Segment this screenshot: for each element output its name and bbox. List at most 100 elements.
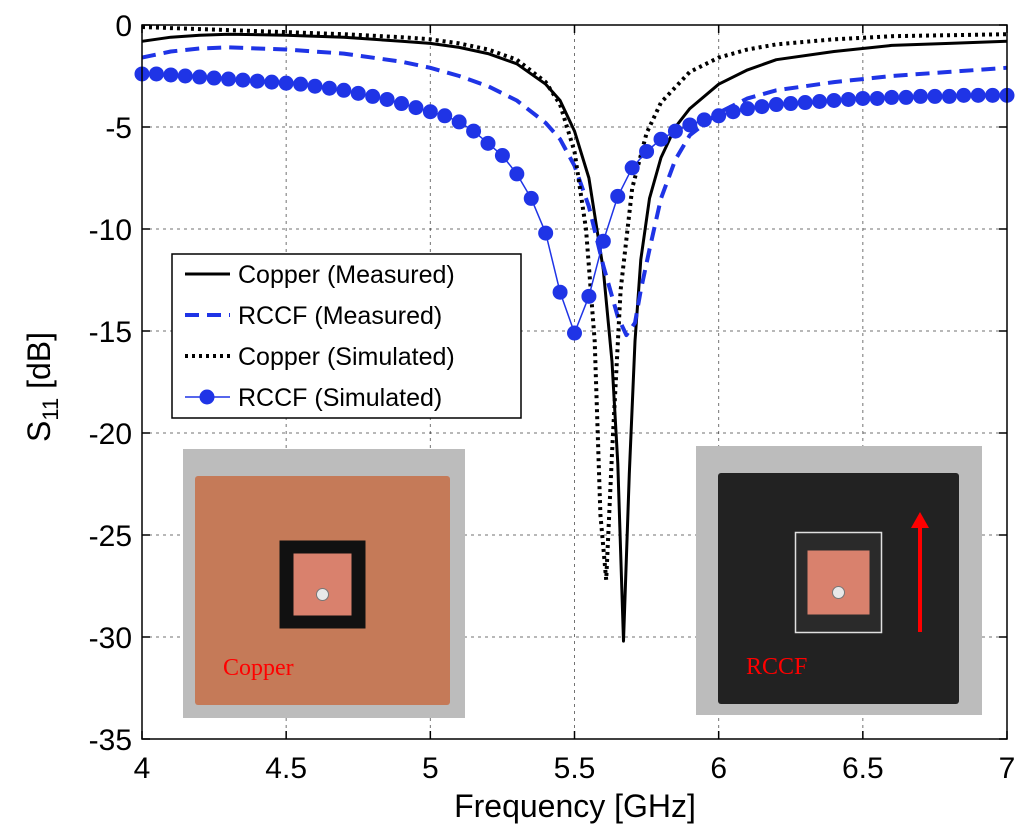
feed-point xyxy=(832,586,845,599)
y-axis-label-unit: [dB] xyxy=(21,332,57,398)
legend-entry-label: Copper (Measured) xyxy=(238,261,455,289)
arrow-head xyxy=(911,512,929,528)
data-point xyxy=(293,76,309,92)
y-tick-label: -20 xyxy=(89,418,132,451)
y-tick-label: 0 xyxy=(115,10,132,43)
y-axis-label: S11 [dB] xyxy=(21,332,63,442)
data-point xyxy=(480,135,496,151)
x-tick-label: 6 xyxy=(710,752,727,785)
data-point xyxy=(884,89,900,105)
data-point xyxy=(826,92,842,108)
x-tick-label: 4 xyxy=(134,752,151,785)
data-point xyxy=(321,80,337,96)
data-point xyxy=(970,87,986,103)
series-line xyxy=(141,25,1008,582)
data-point xyxy=(509,166,525,182)
data-point xyxy=(913,88,928,104)
data-point xyxy=(768,97,784,113)
series-line xyxy=(141,32,1008,643)
legend: Copper (Measured) RCCF (Measured) Copper (… xyxy=(171,253,522,419)
data-point xyxy=(567,325,582,341)
y-tick-label: -30 xyxy=(89,622,132,655)
data-point xyxy=(163,67,179,83)
legend-marker xyxy=(199,389,215,405)
data-point xyxy=(365,88,381,104)
data-point xyxy=(898,89,914,105)
data-point xyxy=(177,68,193,84)
data-point xyxy=(466,123,482,139)
data-point xyxy=(696,112,712,128)
axis-ticks: 4 4.5 5 5.5 6 6.5 7 0 -5 -10 -15 -20 -25 -30 -35 xyxy=(89,10,1016,785)
data-point xyxy=(278,75,294,91)
y-tick-label: -15 xyxy=(89,316,132,349)
data-point xyxy=(941,88,957,104)
legend-entry-label: Copper (Simulated) xyxy=(238,343,455,371)
data-point xyxy=(754,99,770,115)
data-point xyxy=(379,91,395,107)
inset-caption: RCCF xyxy=(746,654,807,680)
x-tick-label: 6.5 xyxy=(842,752,884,785)
data-point xyxy=(336,82,352,98)
x-tick-label: 4.5 xyxy=(265,752,307,785)
data-point xyxy=(422,104,438,120)
data-point xyxy=(249,73,265,89)
patch-element xyxy=(807,550,870,615)
x-tick-label: 5.5 xyxy=(554,752,596,785)
data-point xyxy=(855,90,871,106)
y-axis-label-main: S xyxy=(21,421,57,442)
data-point xyxy=(494,148,510,164)
data-point xyxy=(221,71,236,87)
data-point xyxy=(840,91,856,107)
data-point xyxy=(394,96,409,112)
data-point xyxy=(206,70,222,86)
data-point xyxy=(408,100,424,116)
y-tick-label: -25 xyxy=(89,520,132,553)
y-tick-label: -5 xyxy=(105,112,132,145)
data-point xyxy=(624,160,640,176)
x-tick-label: 7 xyxy=(999,752,1016,785)
data-point xyxy=(235,72,251,88)
data-point xyxy=(653,131,669,147)
data-point xyxy=(797,95,813,111)
inset-photo: RCCF xyxy=(696,446,982,715)
data-point xyxy=(523,190,539,206)
photo-insets: Copper RCCF xyxy=(183,446,982,718)
x-axis-label: Frequency [GHz] xyxy=(454,788,696,824)
feed-point xyxy=(316,588,329,601)
data-point xyxy=(538,225,554,241)
data-point xyxy=(711,108,727,124)
data-point xyxy=(639,143,655,159)
data-point xyxy=(667,123,683,139)
legend-entry-label: RCCF (Simulated) xyxy=(238,384,442,412)
data-point xyxy=(581,288,597,304)
data-point xyxy=(812,94,828,109)
data-point xyxy=(725,104,741,120)
y-axis-label-sub: 11 xyxy=(38,398,63,421)
data-point xyxy=(192,69,208,85)
data-point xyxy=(956,87,972,103)
data-point xyxy=(307,78,323,94)
inset-photo: Copper xyxy=(183,449,465,718)
x-tick-label: 5 xyxy=(422,752,439,785)
data-point xyxy=(451,114,467,130)
data-point xyxy=(264,74,280,90)
data-point xyxy=(740,101,755,117)
data-point xyxy=(595,233,611,249)
y-tick-label: -10 xyxy=(89,214,132,247)
data-point xyxy=(985,87,1001,103)
data-point xyxy=(350,85,366,101)
data-point xyxy=(610,188,626,204)
data-point xyxy=(552,284,568,300)
y-tick-label: -35 xyxy=(89,724,132,757)
data-point xyxy=(437,108,453,124)
series-line xyxy=(141,45,1008,338)
data-point xyxy=(869,90,885,106)
legend-box xyxy=(171,253,522,419)
data-point xyxy=(927,88,943,104)
inset-caption: Copper xyxy=(223,655,294,681)
data-point xyxy=(148,66,164,82)
legend-entry-label: RCCF (Measured) xyxy=(238,302,442,330)
patch-element xyxy=(293,553,352,616)
data-point xyxy=(783,96,799,112)
